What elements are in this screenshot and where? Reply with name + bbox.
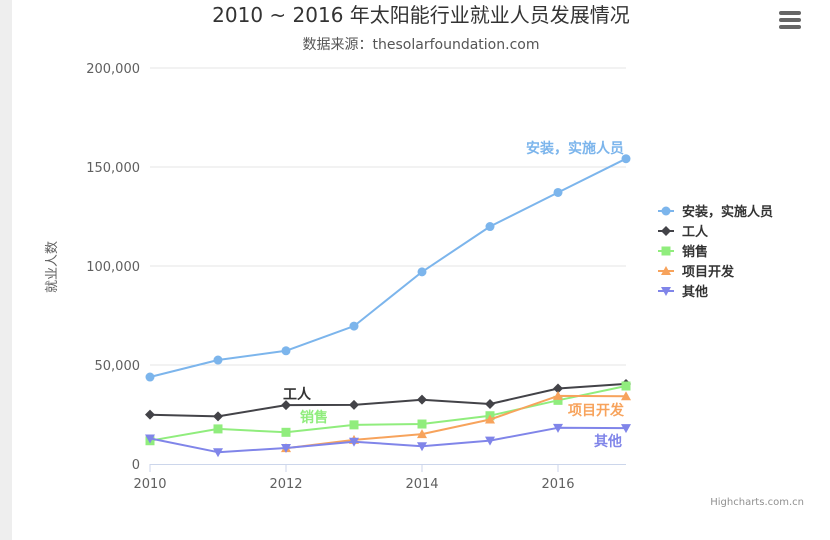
data-point: [281, 443, 291, 453]
data-point: [349, 437, 359, 447]
axes: 0 50,000 100,000 150,000 200,000 2010 2012 2014…: [86, 62, 626, 492]
y-tick-label: 200,000: [86, 62, 140, 77]
y-tick-label: 0: [132, 458, 140, 473]
data-point: [417, 267, 427, 277]
data-point: [485, 414, 495, 424]
legend-marker: [661, 266, 671, 275]
data-point: [417, 419, 427, 429]
legend-label: 安装，实施人员: [682, 204, 773, 220]
data-point: [417, 442, 427, 452]
data-point: [553, 423, 563, 433]
data-point: [145, 409, 155, 420]
legend-marker: [661, 246, 671, 256]
data-point: [485, 399, 495, 410]
series-label: 项目开发: [568, 402, 625, 419]
menu-bar-top: [779, 11, 801, 15]
legend-label: 其他: [682, 284, 708, 300]
legend-marker: [661, 206, 671, 216]
series-label: 工人: [283, 386, 312, 403]
series-line: [149, 382, 627, 418]
series-group: [145, 154, 631, 382]
data-point: [553, 383, 563, 394]
chart-subtitle: 数据来源：thesolarfoundation.com: [303, 37, 540, 53]
data-point: [349, 399, 359, 410]
data-point: [349, 420, 359, 430]
data-point: [621, 154, 631, 164]
data-point: [145, 372, 155, 382]
gridlines: [150, 67, 626, 366]
y-tick-label: 150,000: [86, 161, 140, 176]
series-line: [149, 385, 627, 442]
line-chart: 2010 ~ 2016 年太阳能行业就业人员发展情况 数据来源：thesolar…: [45, 3, 804, 508]
credits-link[interactable]: Highcharts.com.cn: [710, 497, 804, 508]
data-point: [281, 346, 291, 356]
data-point: [417, 394, 427, 405]
x-tick-label: 2010: [133, 477, 166, 492]
data-point: [553, 187, 563, 197]
legend-item[interactable]: 项目开发: [658, 264, 735, 280]
data-point: [213, 355, 223, 365]
data-point: [213, 424, 223, 434]
legend-item[interactable]: 安装，实施人员: [658, 204, 773, 220]
hamburger-menu-icon[interactable]: [774, 6, 804, 32]
series-label: 安装，实施人员: [526, 140, 624, 157]
chart-title: 2010 ~ 2016 年太阳能行业就业人员发展情况: [212, 3, 630, 27]
legend-label: 项目开发: [682, 264, 735, 280]
series-label: 销售: [300, 409, 328, 426]
series-line: [149, 157, 627, 378]
legend-item[interactable]: 工人: [658, 224, 709, 240]
data-point: [281, 400, 291, 411]
menu-bar-bottom: [779, 25, 801, 29]
legend-item[interactable]: 销售: [658, 244, 708, 260]
y-tick-label: 100,000: [86, 260, 140, 275]
data-point: [553, 395, 563, 405]
data-point: [213, 448, 223, 458]
data-point: [281, 427, 291, 437]
legend-marker: [661, 287, 671, 296]
series-group: [145, 378, 631, 422]
y-axis-title: 就业人数: [45, 241, 60, 293]
data-point: [145, 434, 155, 444]
x-tick-label: 2016: [541, 477, 574, 492]
y-tick-label: 50,000: [95, 359, 141, 374]
data-point: [485, 222, 495, 232]
data-point: [417, 429, 427, 439]
legend-item[interactable]: 其他: [658, 284, 708, 300]
data-point: [621, 424, 631, 434]
data-point: [621, 381, 631, 391]
series: [145, 154, 631, 458]
data-point: [553, 390, 563, 400]
data-point: [213, 411, 223, 422]
x-tick-label: 2014: [405, 477, 438, 492]
series-line: [285, 394, 627, 450]
series-label: 其他: [594, 433, 622, 450]
legend-label: 销售: [682, 244, 708, 260]
data-point: [621, 391, 631, 401]
series-line: [149, 426, 627, 454]
legend-label: 工人: [682, 224, 709, 240]
chart-container: 2010 ~ 2016 年太阳能行业就业人员发展情况 数据来源：thesolar…: [12, 0, 830, 540]
menu-bar-middle: [779, 18, 801, 22]
data-point: [349, 321, 359, 331]
data-point: [485, 436, 495, 446]
x-tick-label: 2012: [269, 477, 302, 492]
series-group: [145, 423, 631, 458]
legend-marker: [661, 226, 671, 236]
